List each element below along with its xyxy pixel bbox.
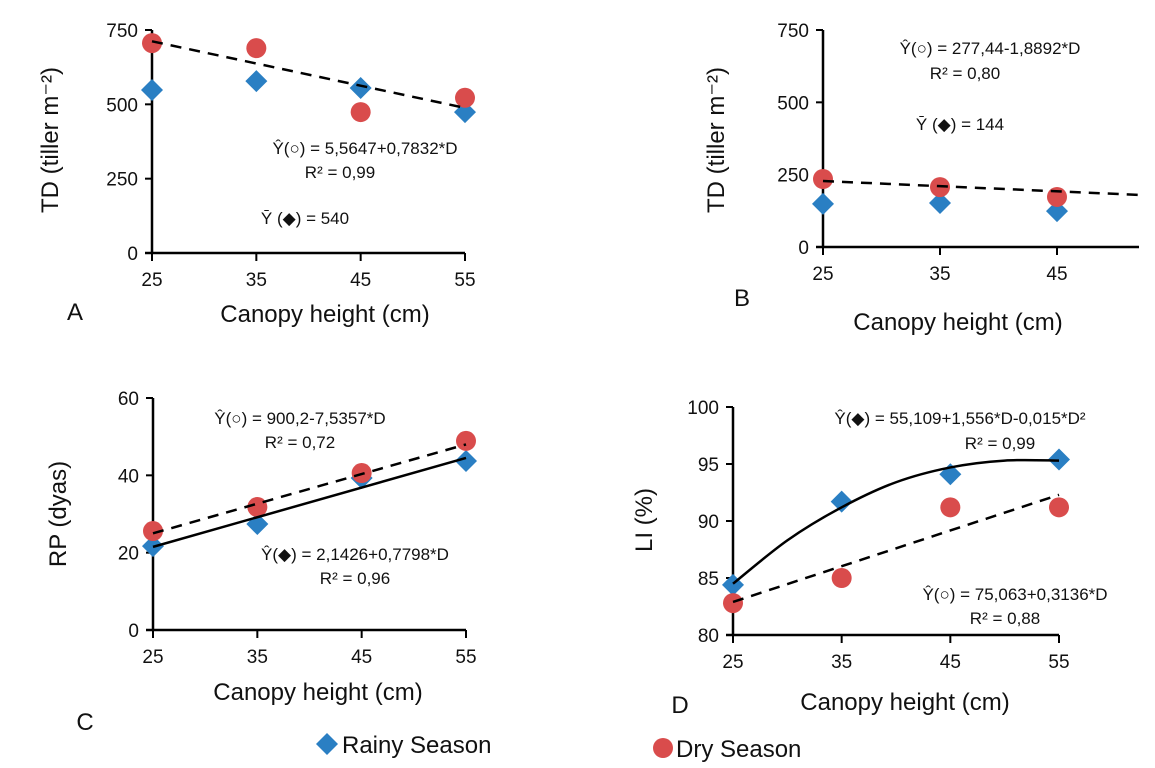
panel-b: 0 250 500 750 25 35 45 Canopy height (cm) TD (ti… [703,21,1139,336]
y-axis-title: RP (dyas) [45,461,72,567]
panel-letter: C [76,709,93,736]
x-tick-label: 25 [142,647,163,668]
dry-point [350,102,371,123]
equation-annotation: R² = 0,99 [305,163,375,182]
equation-annotation: Ŷ(○) = 75,063+0,3136*D [922,585,1107,604]
dry-point [456,430,476,451]
x-tick-label: 45 [350,270,371,291]
equation-annotation: R² = 0,80 [930,64,1000,83]
equation-annotation: Ȳ (◆) = 144 [916,115,1004,134]
legend-item-dry: Dry Season [653,736,801,763]
dry-point [246,38,267,59]
dry-point [143,521,163,542]
x-tick-label: 25 [722,652,743,673]
equation-annotation: Ŷ(○) = 277,44-1,8892*D [900,39,1081,58]
x-axis-title: Canopy height (cm) [220,301,429,328]
y-tick-label: 60 [118,389,139,410]
y-tick-label: 100 [687,398,719,419]
panel-letter: B [734,285,750,312]
y-tick-label: 250 [777,166,809,187]
x-axis-title: Canopy height (cm) [800,689,1009,716]
dashed-trendline [151,40,466,110]
rainy-point [812,192,834,215]
x-tick-label: 35 [246,270,267,291]
x-tick-label: 25 [812,264,833,285]
dry-point [247,497,268,518]
y-tick-label: 500 [777,93,809,114]
panel-c: 0 20 40 60 25 35 45 55 Canopy height (cm) RP (dya… [45,389,477,736]
panel-d: 80 85 90 95 100 25 35 45 55 Canopy height (cm) LI … [631,398,1108,719]
y-axis-title: LI (%) [631,488,658,552]
panel-a: 0 250 500 750 25 35 45 55 Canopy height (cm) TD (… [37,21,476,328]
y-tick-label: 0 [128,621,139,642]
x-tick-label: 25 [141,270,162,291]
rainy-point [929,192,951,215]
rainy-point [141,79,163,102]
equation-annotation: Ŷ(○) = 5,5647+0,7832*D [272,139,457,158]
dashed-trendline [732,493,1060,604]
rainy-point [349,76,372,99]
rainy-point [245,70,268,93]
y-tick-label: 20 [118,544,139,565]
dry-point [813,169,833,190]
x-tick-label: 55 [455,647,476,668]
x-axis-title: Canopy height (cm) [213,679,422,706]
dry-point [723,593,743,614]
equation-annotation: R² = 0,72 [265,433,335,452]
x-tick-label: 35 [831,652,852,673]
rainy-point [455,450,477,473]
dry-point [940,497,961,518]
y-tick-label: 40 [118,466,139,487]
dashed-trendline [152,443,467,535]
y-tick-label: 85 [698,569,719,590]
rainy-point [1046,200,1068,223]
panel-letter: A [67,299,83,326]
y-tick-label: 0 [798,238,809,259]
y-axis-title: TD (tiller m⁻²) [703,67,730,213]
equation-annotation: Ŷ(○) = 900,2-7,5357*D [214,409,385,428]
dry-point [831,568,852,588]
equation-annotation: R² = 0,96 [320,569,390,588]
x-tick-label: 45 [351,647,372,668]
dashed-trendline [822,179,1139,197]
x-tick-label: 45 [1046,264,1067,285]
y-axis-title: TD (tiller m⁻²) [37,67,64,213]
equation-annotation: R² = 0,99 [965,434,1035,453]
x-tick-label: 55 [454,270,475,291]
rainy-point [830,490,853,513]
y-tick-label: 750 [777,21,809,42]
legend: Rainy Season Dry Season [316,732,801,763]
rainy-point [246,513,269,536]
y-tick-label: 750 [106,21,138,42]
y-tick-label: 80 [698,626,719,647]
dry-point [1049,497,1069,518]
circle-icon [653,738,673,758]
dry-point [455,87,475,108]
equation-annotation: Ŷ(◆) = 2,1426+0,7798*D [261,545,449,564]
equation-annotation: Ȳ (◆) = 540 [261,209,349,228]
y-tick-label: 500 [106,95,138,116]
y-tick-label: 250 [106,170,138,191]
x-axis-title: Canopy height (cm) [853,309,1062,336]
y-tick-label: 90 [698,512,719,533]
x-tick-label: 35 [247,647,268,668]
legend-item-rainy: Rainy Season [316,732,491,759]
equation-annotation: Ŷ(◆) = 55,109+1,556*D-0,015*D² [834,409,1086,428]
legend-label: Rainy Season [342,732,491,759]
solid-trendline [732,458,1060,585]
dry-point [1047,186,1067,207]
x-tick-label: 35 [929,264,950,285]
x-tick-label: 45 [940,652,961,673]
equation-annotation: R² = 0,88 [970,609,1040,628]
solid-trendline [152,456,467,549]
y-tick-label: 95 [698,455,719,476]
x-tick-label: 55 [1048,652,1069,673]
legend-label: Dry Season [676,736,801,763]
y-tick-label: 0 [127,244,138,265]
panel-letter: D [671,692,688,719]
diamond-icon [316,733,338,755]
dry-point [142,33,162,54]
